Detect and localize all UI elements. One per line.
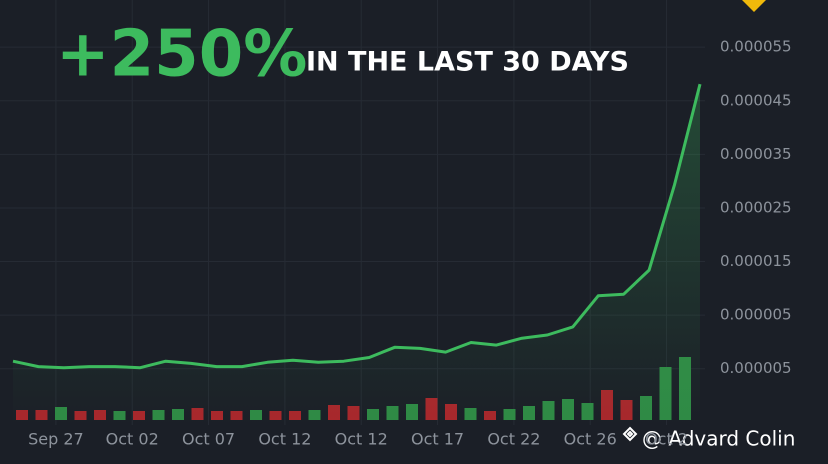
area <box>13 84 700 425</box>
watermark: @ Advard Colin <box>642 427 795 451</box>
y-tick-label: 0.000015 <box>720 252 792 270</box>
grid <box>0 0 705 425</box>
x-tick-label: Oct 2 <box>645 430 688 449</box>
logo-part <box>626 430 634 438</box>
logo-part <box>622 426 638 442</box>
x-tick-label: Oct 12 <box>258 430 311 449</box>
y-tick-label: 0.000055 <box>720 38 792 56</box>
price-line <box>12 83 702 370</box>
subheadline: IN THE LAST 30 DAYS <box>306 47 629 78</box>
x-tick-label: Sep 27 <box>28 430 84 449</box>
x-tick-label: Oct 26 <box>564 430 617 449</box>
x-tick-label: Oct 17 <box>411 430 464 449</box>
y-tick-label: 0.000025 <box>720 198 792 216</box>
plot <box>12 83 702 425</box>
x-tick-label: Oct 07 <box>182 430 235 449</box>
y-tick-label: 0.000005 <box>720 306 792 324</box>
x-tick-label: Oct 02 <box>106 430 159 449</box>
y-tick-label: 0.000045 <box>720 91 792 109</box>
x-tick-label: Oct 12 <box>335 430 388 449</box>
watermark-logo <box>622 426 638 442</box>
y-tick-label: 0.000005 <box>720 359 792 377</box>
logo-diamond <box>742 0 766 12</box>
headline: +250% <box>56 18 307 92</box>
y-tick-label: 0.000035 <box>720 145 792 163</box>
x-tick-label: Oct 22 <box>487 430 540 449</box>
